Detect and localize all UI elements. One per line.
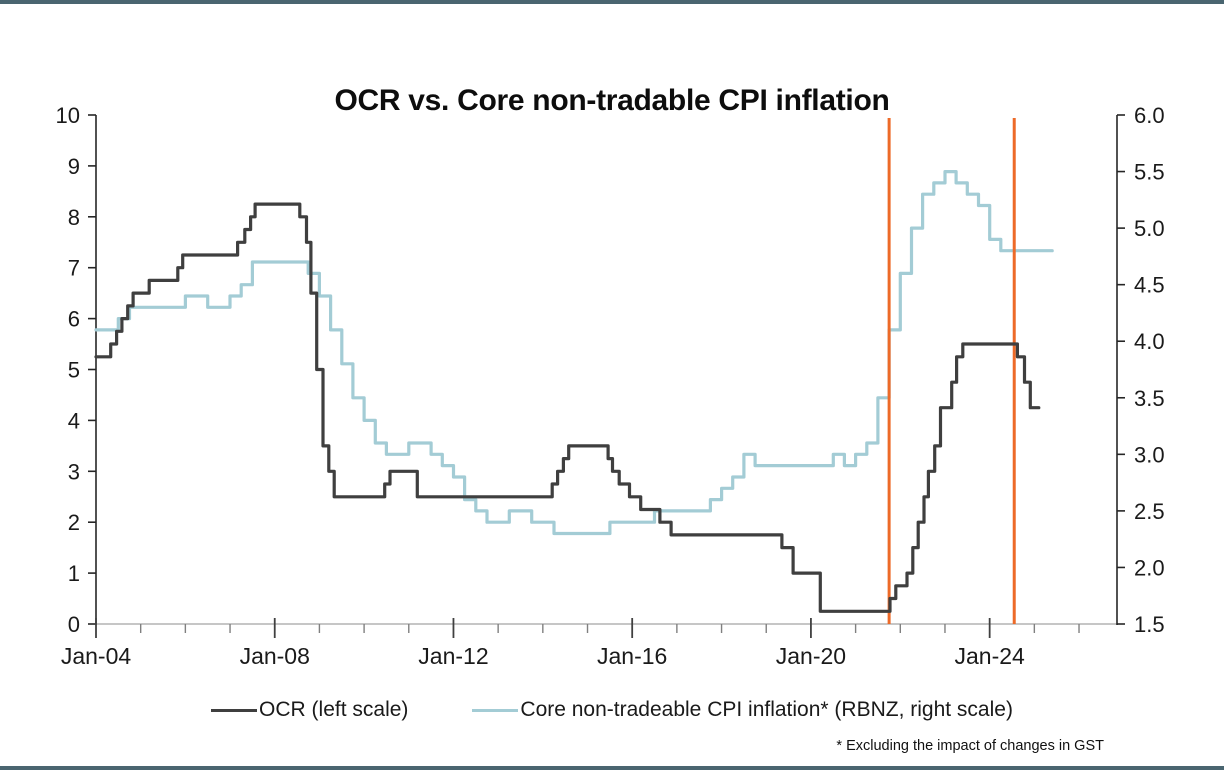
y-right-tick-label: 2.0 <box>1134 555 1165 580</box>
ocr-legend-swatch <box>211 708 258 712</box>
y-right-tick-label: 4.5 <box>1134 273 1165 298</box>
footnote: * Excluding the impact of changes in GST <box>836 738 1104 754</box>
x-tick-label: Jan-04 <box>61 643 132 669</box>
cpi-legend-swatch <box>472 708 519 712</box>
y-axis-right: 1.5 2.0 2.5 3.0 3.5 4.0 4.5 5.0 5.5 6.0 <box>1117 103 1165 637</box>
legend-item-ocr: OCR (left scale) <box>211 698 408 722</box>
y-left-tick-label: 2 <box>68 510 80 535</box>
y-right-tick-label: 3.0 <box>1134 442 1165 467</box>
top-accent-bar <box>0 0 1224 4</box>
bottom-accent-bar <box>0 766 1224 770</box>
x-tick-label: Jan-24 <box>954 643 1025 669</box>
y-axis-left: 0 1 2 3 4 5 6 7 8 9 10 <box>56 103 96 637</box>
y-left-tick-label: 8 <box>68 205 80 230</box>
y-left-tick-label: 5 <box>68 358 80 383</box>
chart-title: OCR vs. Core non-tradable CPI inflation <box>334 84 890 118</box>
legend-item-cpi: Core non-tradeable CPI inflation* (RBNZ,… <box>472 698 1013 722</box>
legend: OCR (left scale) Core non-tradeable CPI … <box>0 698 1224 722</box>
y-left-tick-label: 6 <box>68 307 80 332</box>
y-right-tick-label: 4.0 <box>1134 329 1165 354</box>
y-right-tick-label: 5.5 <box>1134 160 1165 185</box>
y-right-tick-label: 5.0 <box>1134 216 1165 241</box>
y-left-tick-label: 4 <box>68 408 80 433</box>
cpi-legend-label: Core non-tradeable CPI inflation* (RBNZ,… <box>520 698 1013 721</box>
y-left-tick-label: 1 <box>68 561 80 586</box>
y-right-tick-label: 6.0 <box>1134 103 1165 128</box>
axes <box>95 115 1118 625</box>
y-right-tick-label: 1.5 <box>1134 612 1165 637</box>
y-right-tick-label: 2.5 <box>1134 499 1165 524</box>
y-left-tick-label: 0 <box>68 612 80 637</box>
y-left-tick-label: 3 <box>68 459 80 484</box>
y-left-tick-label: 9 <box>68 154 80 179</box>
ocr-line <box>94 202 1041 613</box>
y-right-tick-label: 3.5 <box>1134 386 1165 411</box>
x-tick-label: Jan-08 <box>240 643 310 669</box>
y-left-tick-label: 7 <box>68 256 80 281</box>
y-left-tick-label: 10 <box>56 103 80 128</box>
event-marker-lines <box>887 118 1016 624</box>
cpi-line <box>94 170 1054 536</box>
x-tick-label: Jan-12 <box>418 643 488 669</box>
x-axis: Jan-04 Jan-08 Jan-12 Jan-16 Jan-20 Jan-24 <box>61 618 1080 669</box>
x-tick-label: Jan-20 <box>776 643 846 669</box>
ocr-legend-label: OCR (left scale) <box>259 698 409 721</box>
x-tick-label: Jan-16 <box>597 643 667 669</box>
